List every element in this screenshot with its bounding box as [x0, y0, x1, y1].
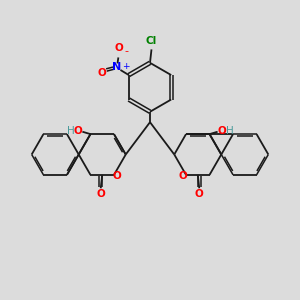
Text: +: + [122, 62, 130, 71]
Text: O: O [115, 43, 123, 53]
Text: O: O [98, 68, 106, 78]
Text: O: O [74, 126, 82, 136]
Text: H: H [226, 126, 233, 136]
Text: O: O [96, 189, 105, 199]
Text: H: H [67, 126, 74, 136]
Text: -: - [125, 46, 129, 56]
Text: O: O [218, 126, 226, 136]
Text: O: O [195, 189, 204, 199]
Text: O: O [112, 171, 121, 181]
Text: Cl: Cl [146, 36, 157, 46]
Text: N: N [112, 62, 122, 72]
Text: O: O [179, 171, 188, 181]
